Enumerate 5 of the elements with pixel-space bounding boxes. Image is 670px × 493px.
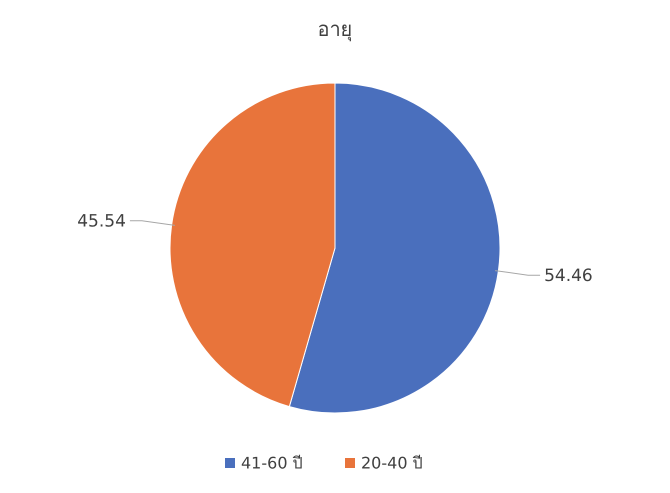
legend-label: 20-40 ปี <box>361 454 423 473</box>
chart-title: อายุ <box>318 17 352 42</box>
data-label: 45.54 <box>77 212 126 232</box>
legend-label: 41-60 ปี <box>241 454 303 473</box>
data-label: 54.46 <box>544 266 593 286</box>
